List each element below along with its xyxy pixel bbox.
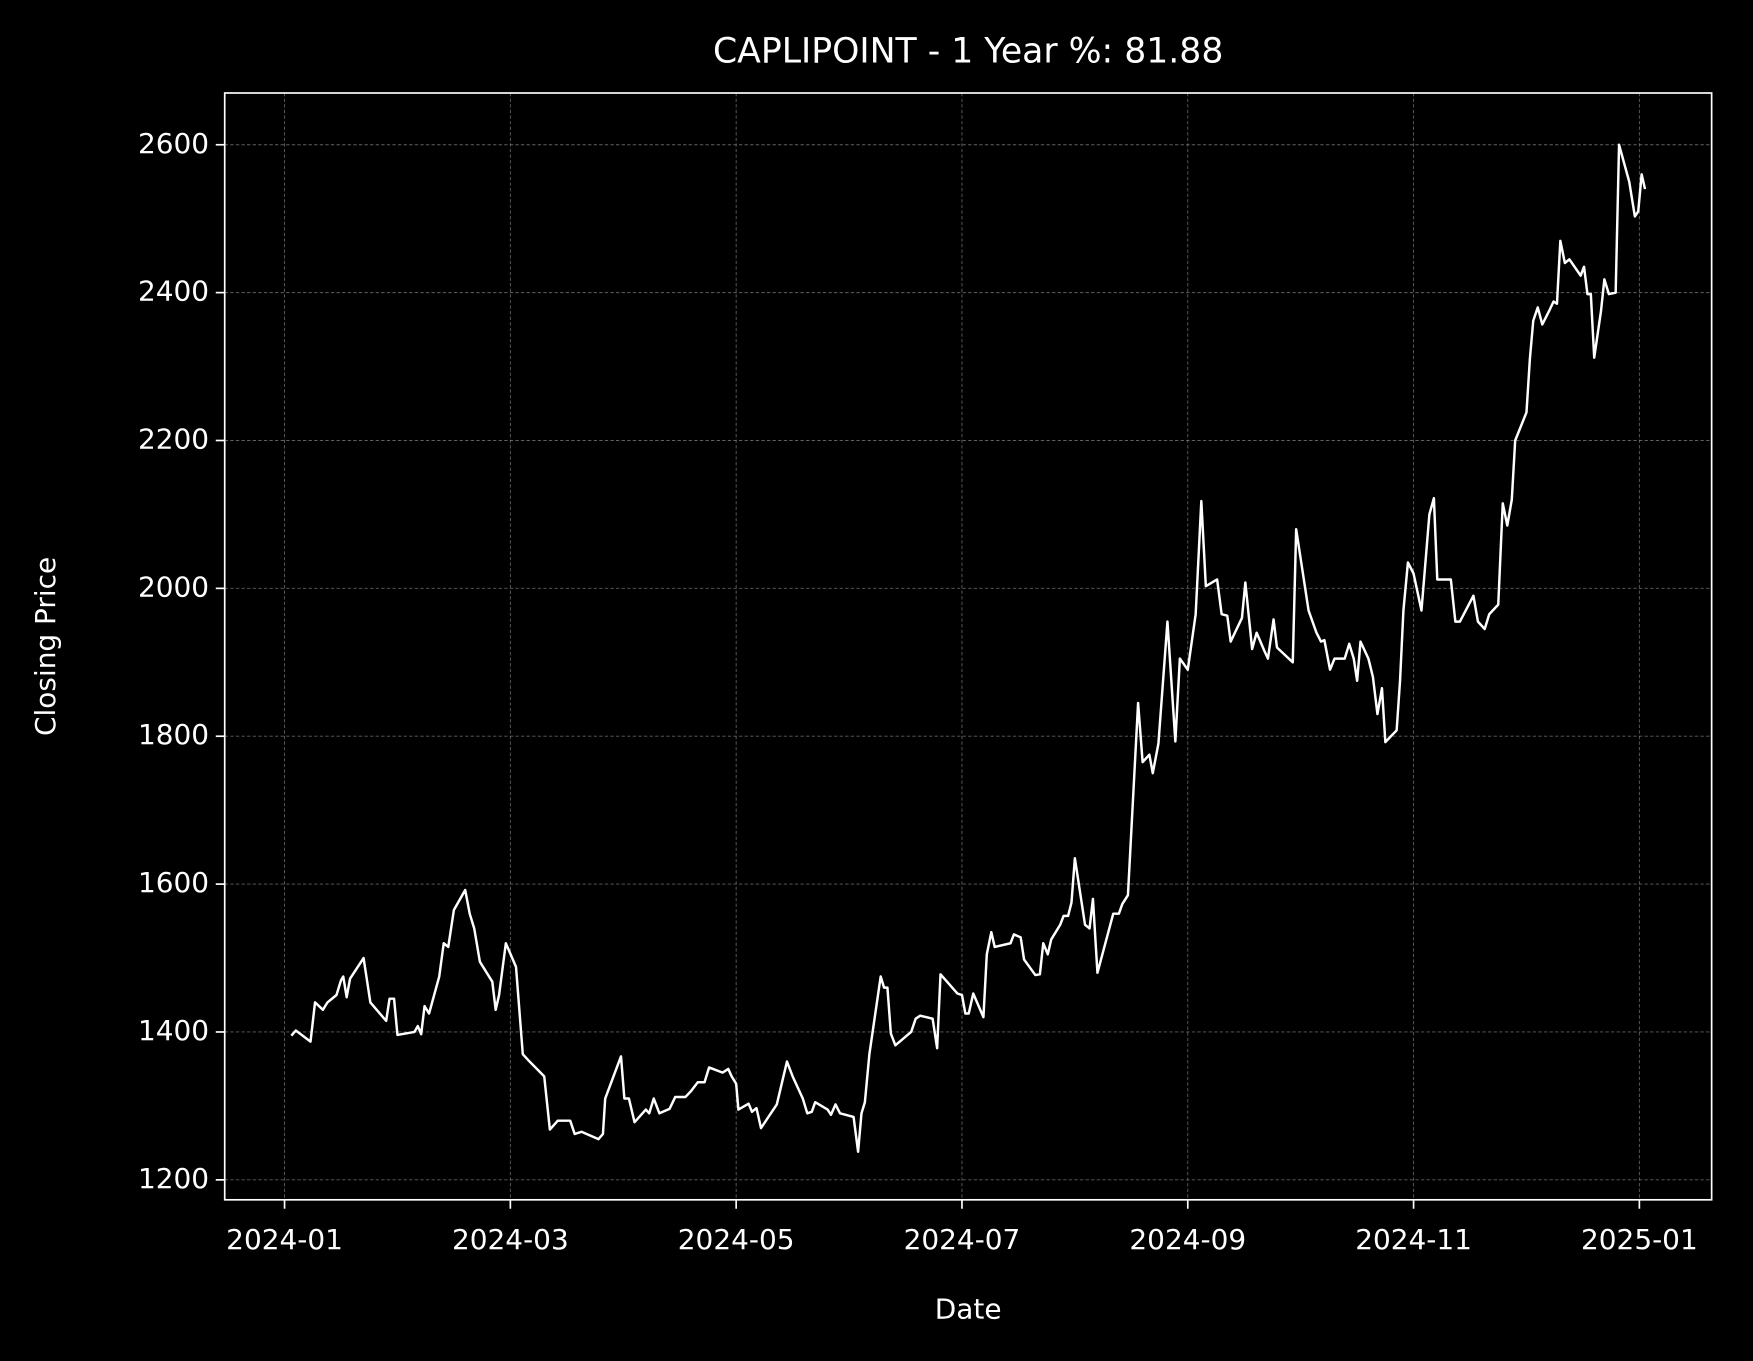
plot-frame — [223, 92, 1713, 1201]
price-line — [290, 143, 1647, 1153]
x-tick-label: 2025-01 — [1581, 1223, 1698, 1256]
y-tick-label: 2400 — [138, 275, 209, 308]
x-tick-label: 2024-09 — [1129, 1223, 1246, 1256]
y-tick-label: 1800 — [138, 718, 209, 751]
y-tick-label: 2000 — [138, 570, 209, 603]
x-tick-label: 2024-07 — [904, 1223, 1021, 1256]
y-tick-label: 1600 — [138, 866, 209, 899]
y-tick-label: 1400 — [138, 1014, 209, 1047]
x-tick-label: 2024-03 — [452, 1223, 569, 1256]
x-tick-label: 2024-11 — [1355, 1223, 1472, 1256]
y-tick-label: 1200 — [138, 1162, 209, 1195]
y-axis-label: Closing Price — [29, 557, 62, 736]
x-tick-label: 2024-05 — [678, 1223, 795, 1256]
x-axis-label: Date — [935, 1292, 1002, 1325]
y-tick-label: 2200 — [138, 422, 209, 455]
y-tick-label: 2600 — [138, 127, 209, 160]
chart-title: CAPLIPOINT - 1 Year %: 81.88 — [713, 32, 1223, 72]
x-tick-label: 2024-01 — [226, 1223, 343, 1256]
